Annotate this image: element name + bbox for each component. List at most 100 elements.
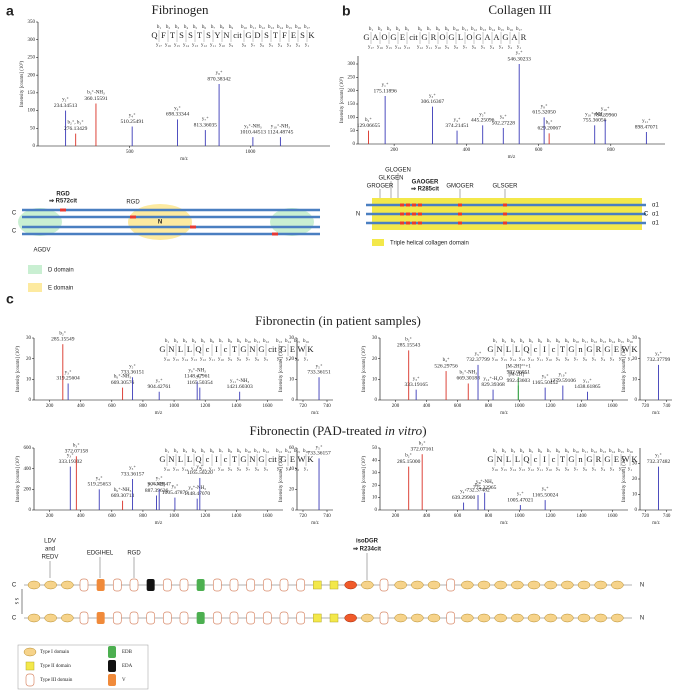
peak-mz-label: 333.19302 [59,459,83,465]
fn-label: EDGIHEL [87,551,114,557]
fn-module [129,611,139,625]
peak-mz-label: 629.20067 [537,126,561,132]
y-ion-label: y₅ [264,467,269,472]
y-ion-label: y₁₄ [510,467,516,472]
terminus: N [640,616,644,622]
y-tick-label: 40 [289,467,295,472]
residue: D [254,30,260,40]
peak-ion-label: y₇⁺-NH₃ [148,482,166,488]
fn-module [79,611,89,625]
d-domain [18,208,62,236]
y-ion-label: y₁₀ [546,467,552,472]
y-ion-label: y₃ [286,467,291,472]
y-ion-label: y₃ [610,357,615,362]
peak-mz-label: 732.37482 [647,459,671,465]
b-ion-label: b₁₄ [285,339,291,344]
fn-module [162,578,172,592]
b-ion-label: b₅ [529,449,534,454]
b-ion-label: b₃ [511,449,516,454]
peak-mz-label: 813.36035 [194,122,218,128]
residue: O [381,32,387,42]
x-tick-label: 500 [126,150,134,155]
x-tick-label: 740 [663,404,671,409]
fn-module [344,580,357,590]
y-ion-label: y₁₆ [492,467,498,472]
b-ion-label: b₃ [175,25,180,30]
x-axis-label: m/z [500,521,508,526]
residue: R [431,32,437,42]
panel-label: c [6,291,14,307]
fn-module [212,611,222,625]
peak-ion-label: y₁₁⁺ [642,118,651,124]
y-ion-label: y₆ [260,43,265,48]
b-ion-label: b₈ [220,25,225,30]
y-ion-label: y₁₇ [368,45,374,50]
x-tick-label: 200 [392,514,400,519]
y-ion-label: y₁ [304,467,309,472]
fn-module [511,613,524,623]
b-ion-label: b₁ [493,449,498,454]
y-ion-label: y₇ [574,467,579,472]
y-tick-label: 60 [289,446,295,451]
fn-module [361,580,374,590]
y-ion-label: y₈ [454,45,459,50]
x-tick-label: 400 [423,404,431,409]
y-tick-label: 250 [348,75,356,80]
fn-module [446,578,456,592]
y-tick-label: 20 [26,357,32,362]
b-ion-label: b₁₀ [241,25,247,30]
residue: c [224,454,228,464]
peak-ion-label: y₈⁺ [541,103,548,109]
peak-mz-label: 733.36151 [307,370,331,376]
x-tick-label: 200 [392,404,400,409]
residue: N [168,454,174,464]
site [418,212,422,216]
y-ion-label: y₅ [592,467,597,472]
residue: K [307,454,314,464]
peak-ion-label: b₂⁺ [405,453,412,459]
d-domain [270,208,314,236]
b-ion-label: b₅ [405,27,410,32]
panel-title: Collagen III [488,2,551,17]
peak-ion-label: y₃⁺ [67,453,74,459]
residue: T [560,344,566,354]
y-ion-label: y₁₆ [164,357,170,362]
y-ion-label: y₂ [619,467,624,472]
x-tick-label: 800 [607,148,615,153]
y-ion-label: y₁₀ [218,357,224,362]
legend-label: Type II domain [40,664,71,669]
residue: W [621,344,629,354]
peak-ion-label: y₁₂⁺-H₂O [483,376,503,382]
peak-ion-label: b₂⁺ [365,117,372,123]
x-tick-label: 600 [454,404,462,409]
residue: T [560,454,566,464]
residue: G [240,344,246,354]
y-ion-label: y₇ [246,467,251,472]
residue: T [197,30,203,40]
fn-module [112,578,122,592]
y-ion-label: y₁₄ [510,357,516,362]
fn-label: and [45,547,55,553]
b-ion-label: b₁₅ [618,449,624,454]
x-tick-label: 1400 [577,404,588,409]
y-ion-label: y₁ [305,43,310,48]
y-ion-label: y₁ [628,467,633,472]
x-tick-label: 400 [77,514,85,519]
peak-mz-label: 360.15591 [84,96,108,102]
terminus: N [640,583,644,589]
residue: S [206,30,211,40]
x-axis-label: m/z [311,521,319,526]
peak-ion-label: y₇⁺ [517,491,524,497]
residue: K [308,30,315,40]
fn-module [446,611,456,625]
y-ion-label: y₄ [277,357,282,362]
legend-box [17,644,149,690]
b-ion-label: b₁₅ [498,27,504,32]
y-ion-label: y₁₁ [537,467,543,472]
x-tick-label: 400 [423,514,431,519]
b-ion-label: b₈ [436,27,441,32]
x-tick-label: 600 [108,514,116,519]
b-ion-label: b₁₆ [627,449,633,454]
section-title: Fibronectin (in patient samples) [255,313,421,328]
